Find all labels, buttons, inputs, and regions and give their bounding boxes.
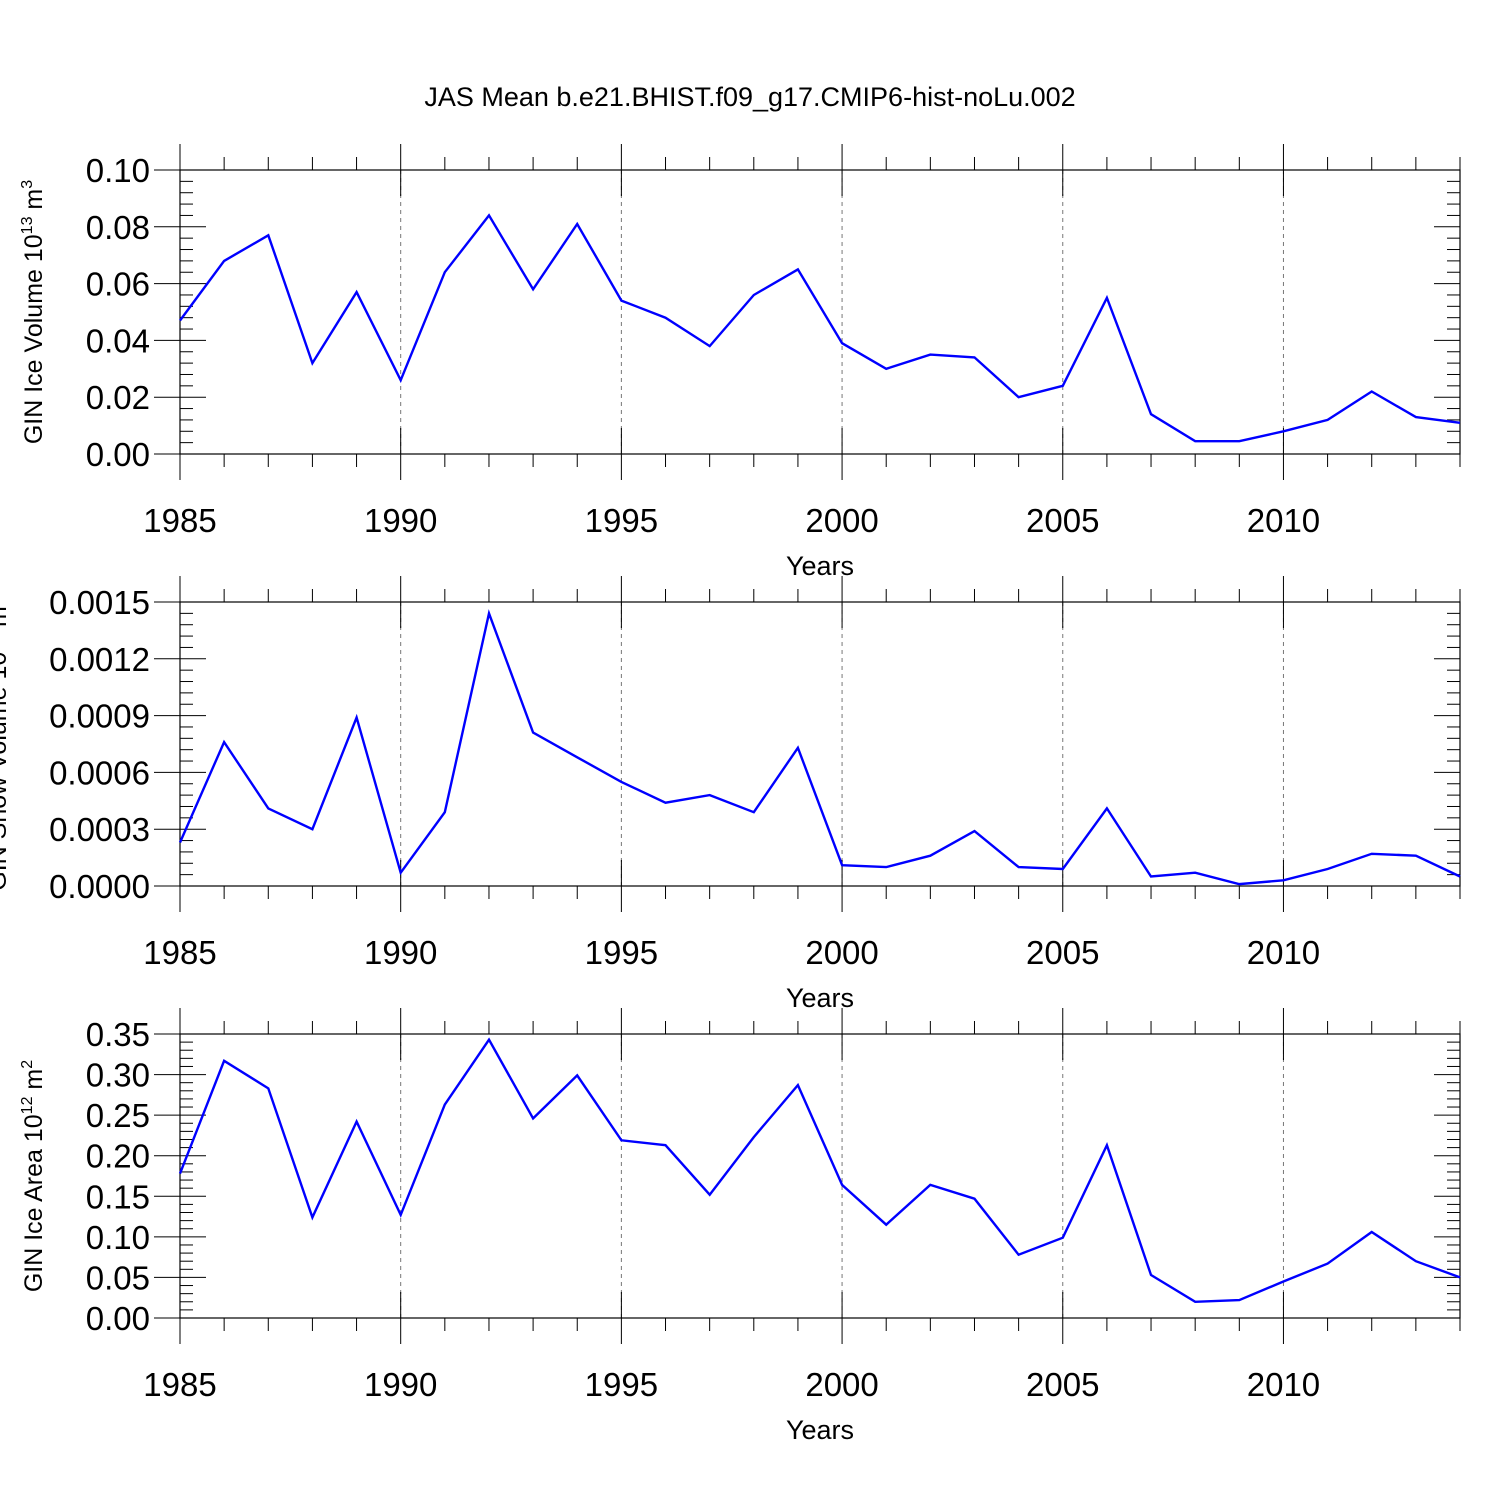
panel-1: 0.00 0.02 0.04 0.06 0.08 0.10 1985 1990 1995 2000… <box>19 144 1461 581</box>
x-tick-label: 1985 <box>143 502 216 539</box>
x-tick-label: 1990 <box>364 1366 437 1403</box>
y-tick-label: 0.0012 <box>49 641 150 678</box>
x-tick-label: 1985 <box>143 934 216 971</box>
panel-2: 0.0000 0.0003 0.0006 0.0009 0.0012 0.0015 1985… <box>0 576 1461 1013</box>
y-tick-label: 0.0009 <box>49 698 150 735</box>
x-tick-label: 1985 <box>143 1366 216 1403</box>
series-line <box>179 213 1461 443</box>
x-tick-label: 2000 <box>805 1366 878 1403</box>
x-tick-label: 2010 <box>1247 934 1320 971</box>
y-tick-label: 0.0003 <box>49 811 150 848</box>
x-tick-label: 2000 <box>805 502 878 539</box>
y-tick-label: 0.10 <box>86 1219 150 1256</box>
y-tick-label: 0.10 <box>86 152 150 189</box>
y-tick-label: 0.15 <box>86 1178 150 1215</box>
y-tick-label: 0.04 <box>86 322 150 359</box>
x-tick-label: 1995 <box>585 502 658 539</box>
y-tick-label: 0.00 <box>86 436 150 473</box>
y-axis-label: GIN Ice Volume 1013 m3 <box>19 180 48 444</box>
x-tick-label: 1995 <box>585 1366 658 1403</box>
y-tick-label: 0.25 <box>86 1097 150 1134</box>
y-tick-label: 0.0015 <box>49 584 150 621</box>
panel-3: 0.00 0.050.10 0.150.20 0.250.30 0.35 1985 1990… <box>19 1008 1461 1445</box>
x-tick-label: 2010 <box>1247 502 1320 539</box>
y-tick-label: 0.30 <box>86 1057 150 1094</box>
x-axis-label: Years <box>786 551 854 581</box>
x-tick-label: 1990 <box>364 934 437 971</box>
x-tick-label: 2005 <box>1026 1366 1099 1403</box>
y-tick-label: 0.00 <box>86 1300 150 1337</box>
x-tick-label: 2000 <box>805 934 878 971</box>
plot-frame <box>179 601 1461 887</box>
series-line <box>178 609 1461 886</box>
x-axis-label: Years <box>786 1415 854 1445</box>
plot-frame <box>179 1033 1461 1319</box>
plot-frame <box>179 169 1461 455</box>
y-axis-label: GIN Snow Volume 1013 m3 <box>0 597 12 891</box>
x-tick-label: 2005 <box>1026 502 1099 539</box>
y-tick-label: 0.02 <box>86 379 150 416</box>
x-tick-label: 2005 <box>1026 934 1099 971</box>
x-tick-label: 2010 <box>1247 1366 1320 1403</box>
y-tick-label: 0.35 <box>86 1016 150 1053</box>
y-tick-label: 0.20 <box>86 1138 150 1175</box>
y-tick-label: 0.06 <box>86 266 150 303</box>
y-tick-label: 0.08 <box>86 209 150 246</box>
series-line <box>178 1037 1461 1304</box>
x-axis-label: Years <box>786 983 854 1013</box>
y-tick-label: 0.0000 <box>49 868 150 905</box>
y-tick-label: 0.0006 <box>49 754 150 791</box>
chart-title: JAS Mean b.e21.BHIST.f09_g17.CMIP6-hist-… <box>424 82 1075 112</box>
x-tick-label: 1990 <box>364 502 437 539</box>
y-axis-label: GIN Ice Area 1012 m2 <box>19 1060 48 1292</box>
x-tick-label: 1995 <box>585 934 658 971</box>
y-tick-label: 0.05 <box>86 1259 150 1296</box>
